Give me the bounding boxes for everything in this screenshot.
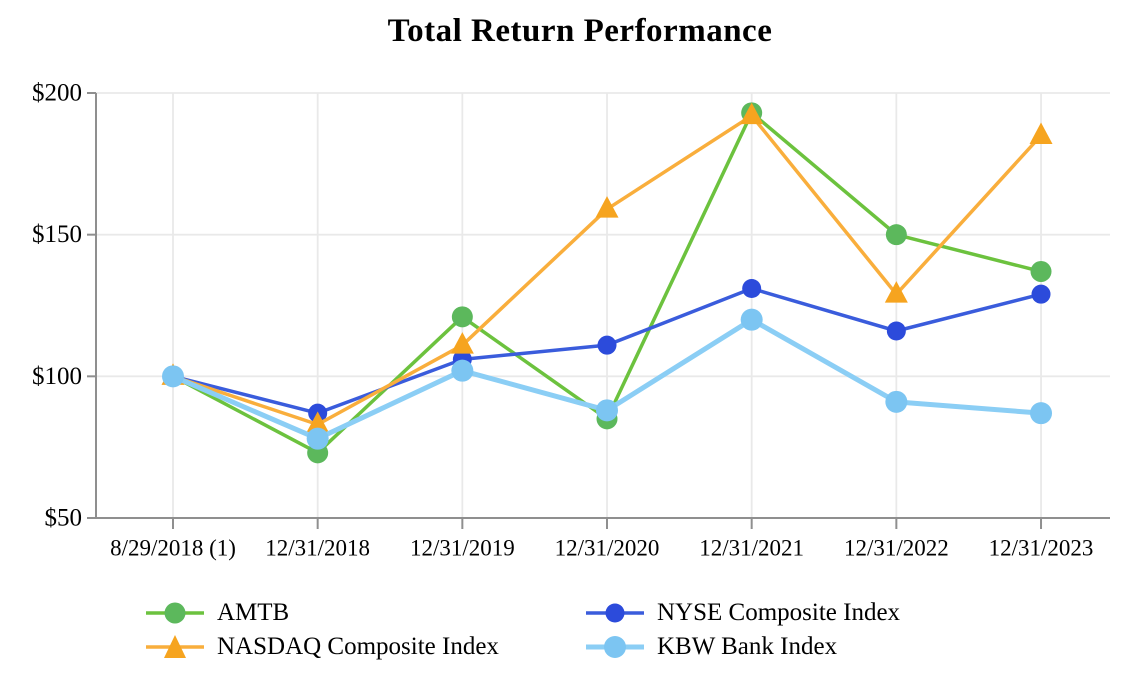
data-point-marker xyxy=(596,399,619,422)
data-point-marker xyxy=(306,427,329,450)
legend-label: AMTB xyxy=(217,599,290,626)
legend-item-amtb: AMTB xyxy=(146,599,586,627)
x-tick-label: 12/31/2020 xyxy=(555,536,660,561)
axes xyxy=(87,92,1110,529)
data-point-marker xyxy=(306,411,330,433)
chart-legend: AMTB NYSE Composite Index NASDAQ Composi… xyxy=(146,596,900,664)
data-point-marker xyxy=(884,281,908,303)
legend-marker-circle-icon xyxy=(586,633,644,661)
data-point-marker xyxy=(451,306,473,328)
data-point-marker xyxy=(1030,261,1052,282)
legend-item-kbw-bank-index: KBW Bank Index xyxy=(586,633,900,661)
legend-label: NYSE Composite Index xyxy=(657,599,901,626)
y-tick-label: $100 xyxy=(32,363,82,390)
x-tick-label: 12/31/2023 xyxy=(989,536,1094,561)
data-point-marker xyxy=(742,279,762,298)
series-nasdaq-composite-index xyxy=(161,102,1053,433)
x-axis-labels: 8/29/2018 (1) 12/31/2018 12/31/2019 12/31/2… xyxy=(110,536,1093,561)
y-tick-label: $50 xyxy=(45,505,83,532)
x-tick-label: 8/29/2018 (1) xyxy=(110,536,236,561)
data-point-marker xyxy=(1031,284,1051,304)
data-point-marker xyxy=(451,359,474,382)
series-kbw-bank-index xyxy=(162,308,1053,450)
legend-item-nasdaq-composite-index: NASDAQ Composite Index xyxy=(146,633,586,661)
x-tick-label: 12/31/2022 xyxy=(844,536,949,561)
y-tick-label: $200 xyxy=(32,80,82,107)
legend-marker-circle-icon xyxy=(146,599,204,627)
x-tick-label: 12/31/2019 xyxy=(410,536,515,561)
legend-label: KBW Bank Index xyxy=(657,633,838,660)
data-point-marker xyxy=(595,196,619,218)
chart-title: Total Return Performance xyxy=(387,13,773,49)
data-point-marker xyxy=(886,321,906,341)
data-point-marker xyxy=(450,332,474,354)
data-point-marker xyxy=(885,390,908,413)
data-point-marker xyxy=(597,335,617,355)
x-tick-label: 12/31/2018 xyxy=(265,536,370,561)
plot-area: $50 $100 $150 $200 8/29/2018 (1) 12/31/2018 12… xyxy=(32,80,1110,561)
legend-label: NASDAQ Composite Index xyxy=(217,633,499,660)
data-point-marker xyxy=(1029,122,1053,144)
y-tick-label: $150 xyxy=(32,221,82,248)
data-point-marker xyxy=(1030,402,1053,425)
x-tick-label: 12/31/2021 xyxy=(699,536,804,561)
data-point-marker xyxy=(740,308,763,331)
legend-marker-triangle-icon xyxy=(146,633,204,661)
data-point-marker xyxy=(162,365,184,388)
legend-marker-circle-icon xyxy=(586,599,644,627)
data-point-marker xyxy=(885,224,907,246)
y-axis-labels: $50 $100 $150 $200 xyxy=(32,80,82,532)
gridlines xyxy=(96,92,1110,518)
data-point-marker xyxy=(740,102,764,125)
legend-item-nyse-composite-index: NYSE Composite Index xyxy=(586,599,900,627)
